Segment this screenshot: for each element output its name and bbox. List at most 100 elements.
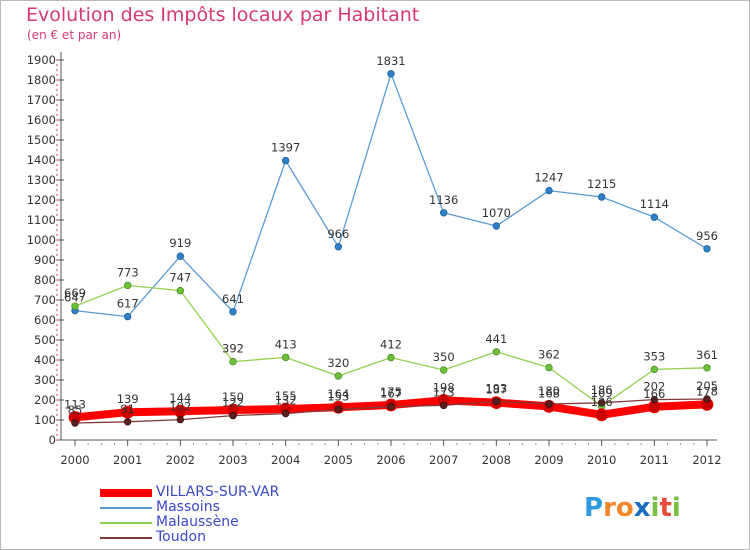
y-tick-label: 1400 (27, 153, 56, 167)
data-point-toudon (492, 397, 501, 406)
x-tick-label: 2009 (534, 453, 563, 467)
legend-item-villars: VILLARS-SUR-VAR (100, 484, 360, 501)
data-label-malauss-ne: 350 (433, 350, 455, 364)
data-point-malauss-ne (650, 365, 659, 374)
data-label-malauss-ne: 747 (169, 271, 191, 285)
logo-letter: r (603, 493, 616, 523)
data-point-toudon (387, 402, 395, 411)
data-label-villars-sur-var: 126 (591, 395, 613, 409)
x-tick-label: 2001 (113, 453, 142, 467)
data-label-massoins: 1397 (271, 141, 300, 155)
y-tick-label: 400 (34, 353, 56, 367)
y-tick-label: 1900 (27, 53, 56, 67)
data-label-toudon: 122 (222, 396, 244, 410)
data-label-villars-sur-var: 144 (169, 391, 191, 405)
y-tick-label: 1100 (27, 213, 56, 227)
data-label-massoins: 1136 (429, 193, 458, 207)
data-label-massoins: 1247 (534, 171, 563, 185)
data-label-massoins: 647 (64, 291, 86, 305)
legend-swatch-massoins (100, 507, 152, 509)
legend-swatch-toudon (100, 537, 152, 539)
data-point-toudon (334, 405, 343, 414)
y-tick-label: 100 (34, 413, 56, 427)
data-label-massoins: 966 (327, 227, 349, 241)
data-point-malauss-ne (176, 286, 185, 295)
data-label-villars-sur-var: 150 (222, 390, 244, 404)
data-label-massoins: 919 (169, 236, 191, 250)
legend-item-massoins: Massoins (100, 499, 360, 516)
data-label-massoins: 1215 (587, 177, 616, 191)
data-point-massoins (439, 209, 448, 217)
x-tick-label: 2010 (587, 453, 616, 467)
data-label-toudon: 186 (591, 383, 613, 397)
data-label-villars-sur-var: 166 (643, 387, 665, 401)
y-tick-label: 1000 (27, 233, 56, 247)
data-point-massoins (387, 70, 395, 78)
data-label-toudon: 85 (68, 403, 83, 417)
data-point-malauss-ne (492, 348, 501, 356)
logo-letter: x (634, 493, 651, 523)
data-label-massoins: 617 (117, 297, 139, 311)
data-label-villars-sur-var: 164 (327, 387, 349, 401)
legend-label-massoins: Massoins (156, 499, 220, 515)
y-tick-label: 700 (34, 293, 56, 307)
legend-item-toudon: Toudon (100, 529, 360, 546)
x-tick-label: 2011 (640, 453, 669, 467)
data-label-massoins: 956 (696, 229, 718, 243)
data-label-villars-sur-var: 198 (433, 380, 455, 394)
y-tick-label: 600 (34, 313, 56, 327)
data-point-toudon (229, 411, 237, 420)
data-point-malauss-ne (229, 357, 237, 366)
data-label-toudon: 180 (538, 384, 560, 398)
legend-label-villars: VILLARS-SUR-VAR (156, 484, 280, 500)
data-point-massoins (703, 245, 711, 253)
data-point-malauss-ne (545, 363, 553, 372)
data-labels-layer: 113 139 144 150 155 164 175 198 187 168 126 166 178 6… (64, 54, 718, 417)
y-tick-label: 200 (34, 393, 56, 407)
y-tick-label: 900 (34, 253, 56, 267)
data-label-massoins: 1831 (376, 54, 405, 68)
y-tick-label: 1600 (27, 113, 56, 127)
x-tick-label: 2012 (692, 453, 721, 467)
data-label-toudon: 132 (275, 394, 297, 408)
data-point-massoins (492, 222, 501, 230)
data-label-malauss-ne: 353 (643, 349, 665, 363)
logo-letter: t (659, 493, 671, 523)
x-tick-label: 2000 (60, 453, 89, 467)
y-tick-label: 300 (34, 373, 56, 387)
legend-swatch-villars (100, 489, 152, 497)
data-point-massoins (123, 312, 132, 321)
y-tick-label: 1300 (27, 173, 56, 187)
logo-letter: i (651, 493, 660, 523)
data-point-villars-sur-var (595, 408, 609, 422)
x-tick-label: 2005 (324, 453, 353, 467)
y-tick-label: 1800 (27, 73, 56, 87)
x-tick-label: 2007 (429, 453, 458, 467)
data-point-malauss-ne (439, 366, 448, 374)
data-label-malauss-ne: 412 (380, 338, 402, 352)
data-point-malauss-ne (123, 281, 132, 290)
data-label-malauss-ne: 773 (117, 265, 139, 279)
legend-swatch-malaussene (100, 522, 152, 524)
x-tick-label: 2004 (271, 453, 300, 467)
data-label-toudon: 153 (327, 389, 349, 403)
x-tick-label: 2008 (482, 453, 511, 467)
proxiti-logo: Proxiti (584, 493, 681, 523)
y-tick-label: 1200 (27, 193, 56, 207)
data-label-toudon: 193 (485, 381, 507, 395)
data-label-villars-sur-var: 113 (64, 397, 86, 411)
data-label-malauss-ne: 361 (696, 348, 718, 362)
data-label-massoins: 1070 (482, 206, 511, 220)
data-label-malauss-ne: 169 (591, 386, 613, 400)
data-point-malauss-ne (334, 372, 343, 380)
axes: 0 100 200 300 400 500 600 700 800 900 1000 1100 1200… (27, 52, 722, 467)
data-label-villars-sur-var: 178 (696, 384, 718, 398)
logo-text: Proxiti (584, 493, 681, 523)
data-point-massoins (334, 243, 343, 251)
data-label-toudon: 205 (696, 379, 718, 393)
legend-label-toudon: Toudon (156, 529, 206, 545)
data-label-malauss-ne: 413 (275, 337, 297, 351)
data-point-toudon (123, 418, 132, 426)
data-label-massoins: 1114 (640, 197, 669, 211)
